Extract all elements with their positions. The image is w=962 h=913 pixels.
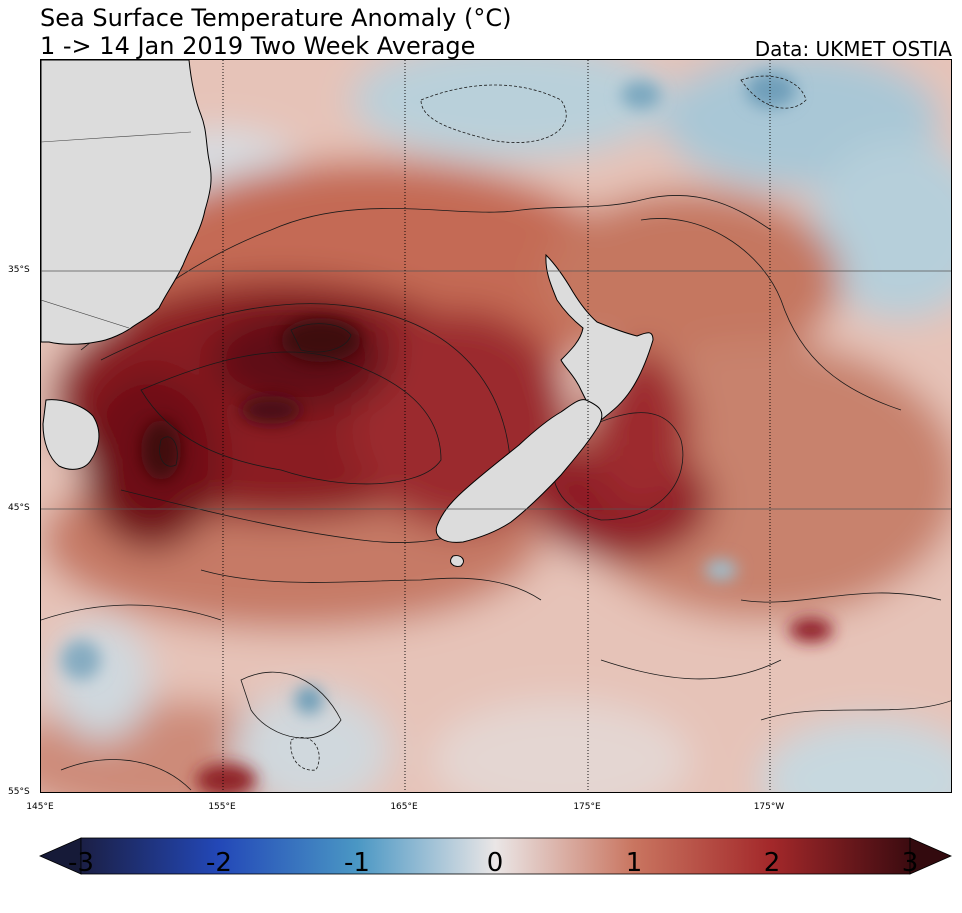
lon-label-175e: 175°E [573,802,601,812]
map-canvas [41,60,951,792]
colorbar-tick-label: 0 [486,848,504,878]
state-border-nsw-vic [41,299,130,329]
sst-anomaly-map [40,59,952,793]
south-island [435,399,603,543]
colorbar-tick-label: -1 [344,848,370,878]
land-areas [41,60,212,470]
australia-land [41,60,212,345]
colorbar-tick-label: -2 [206,848,232,878]
anomaly-field [41,60,951,792]
lon-label-175w: 175°W [753,802,785,812]
anomaly-contours [41,75,951,791]
colorbar-tick-label: 1 [625,848,643,878]
tasmania-land [42,399,100,470]
new-zealand-land [435,253,654,567]
map-title: Sea Surface Temperature Anomaly (°C) [40,4,512,32]
colorbar [39,837,952,875]
lat-label-55s: 55°S [8,787,30,797]
graticule [41,60,951,792]
state-border-qld-nsw [41,131,192,143]
lat-label-35s: 35°S [8,265,30,275]
colorbar-tick-label: 2 [763,848,781,878]
lon-label-165e: 165°E [390,802,418,812]
lon-label-155e: 155°E [208,802,236,812]
data-credit: Data: UKMET OSTIA [754,37,952,61]
colorbar-extend-high [909,837,952,875]
lon-label-145e: 145°E [26,802,54,812]
colorbar-gradient [80,837,911,875]
map-subtitle: 1 -> 14 Jan 2019 Two Week Average [40,32,476,60]
stewart-island [450,555,464,567]
colorbar-tick-label: -3 [68,848,94,878]
colorbar-tick-label: 3 [901,848,919,878]
lat-label-45s: 45°S [8,503,30,513]
north-island [545,253,654,421]
